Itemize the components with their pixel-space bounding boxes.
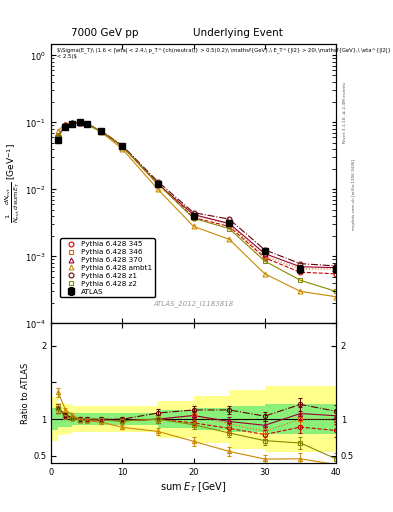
Line: Pythia 6.428 370: Pythia 6.428 370 [56,120,338,270]
Pythia 6.428 370 [56,133,61,139]
Y-axis label: $\frac{1}{N_\mathsf{evt}} \frac{d N_\mathsf{evt}}{d\,\mathsf{sum}\,E_T}\ [\maths: $\frac{1}{N_\mathsf{evt}} \frac{d N_\mat… [4,143,22,223]
Pythia 6.428 345 [70,120,75,126]
Pythia 6.428 346 [156,181,160,187]
Pythia 6.428 370 [298,264,303,270]
Pythia 6.428 z1 [77,119,82,125]
Pythia 6.428 ambt1 [99,129,103,135]
Pythia 6.428 z1 [191,209,196,216]
Pythia 6.428 345 [263,255,267,261]
Pythia 6.428 z1 [298,261,303,267]
Pythia 6.428 370 [263,250,267,257]
Text: Rivet 3.1.10, ≥ 2.4M events: Rivet 3.1.10, ≥ 2.4M events [343,82,347,143]
Line: Pythia 6.428 346: Pythia 6.428 346 [56,120,338,271]
Pythia 6.428 ambt1 [334,294,338,300]
Text: 7000 GeV pp: 7000 GeV pp [71,28,138,38]
Pythia 6.428 345 [99,128,103,134]
Pythia 6.428 345 [120,143,125,150]
Pythia 6.428 ambt1 [191,223,196,229]
Pythia 6.428 346 [298,266,303,272]
Pythia 6.428 ambt1 [84,121,89,127]
X-axis label: sum $E_T$ [GeV]: sum $E_T$ [GeV] [160,480,227,494]
Pythia 6.428 346 [120,143,125,150]
Pythia 6.428 370 [120,143,125,150]
Pythia 6.428 z2 [99,128,103,134]
Pythia 6.428 ambt1 [227,236,231,242]
Pythia 6.428 z1 [63,122,68,129]
Pythia 6.428 346 [191,211,196,218]
Pythia 6.428 346 [99,128,103,134]
Pythia 6.428 370 [70,120,75,126]
Pythia 6.428 370 [156,181,160,187]
Pythia 6.428 345 [77,120,82,126]
Pythia 6.428 z2 [227,225,231,231]
Text: ATLAS_2012_I1183818: ATLAS_2012_I1183818 [153,300,234,307]
Pythia 6.428 z1 [227,216,231,222]
Pythia 6.428 370 [191,211,196,218]
Pythia 6.428 z2 [63,123,68,129]
Pythia 6.428 346 [263,253,267,260]
Pythia 6.428 ambt1 [56,127,61,134]
Text: mcplots.cern.ch [arXiv:1306.3436]: mcplots.cern.ch [arXiv:1306.3436] [352,159,356,230]
Pythia 6.428 345 [63,123,68,129]
Pythia 6.428 z1 [56,133,61,139]
Pythia 6.428 345 [56,133,61,139]
Line: Pythia 6.428 z1: Pythia 6.428 z1 [56,120,338,268]
Pythia 6.428 370 [99,128,103,134]
Pythia 6.428 ambt1 [77,119,82,125]
Pythia 6.428 z1 [334,263,338,269]
Pythia 6.428 370 [84,121,89,127]
Text: $\Sigma(E_T)\ (1.6 < |\eta| < 2.4,\ p_T^{ch(neutral)} > 0.5(0.2)\ \mathsf{GeV},\: $\Sigma(E_T)\ (1.6 < |\eta| < 2.4,\ p_T^… [57,48,391,59]
Pythia 6.428 ambt1 [298,288,303,294]
Pythia 6.428 z2 [77,120,82,126]
Pythia 6.428 346 [56,133,61,139]
Pythia 6.428 z2 [191,215,196,221]
Pythia 6.428 345 [84,121,89,127]
Pythia 6.428 z1 [120,142,125,148]
Pythia 6.428 ambt1 [120,146,125,152]
Line: Pythia 6.428 345: Pythia 6.428 345 [56,120,338,276]
Pythia 6.428 345 [298,269,303,275]
Line: Pythia 6.428 z2: Pythia 6.428 z2 [56,120,338,294]
Pythia 6.428 z2 [120,143,125,150]
Y-axis label: Ratio to ATLAS: Ratio to ATLAS [21,363,30,424]
Pythia 6.428 ambt1 [263,271,267,277]
Pythia 6.428 ambt1 [70,119,75,125]
Pythia 6.428 z2 [156,181,160,187]
Pythia 6.428 370 [77,120,82,126]
Line: Pythia 6.428 ambt1: Pythia 6.428 ambt1 [56,120,338,299]
Pythia 6.428 345 [227,223,231,229]
Text: Underlying Event: Underlying Event [193,28,283,38]
Pythia 6.428 346 [227,221,231,227]
Pythia 6.428 345 [156,181,160,187]
Pythia 6.428 z2 [298,277,303,283]
Pythia 6.428 z2 [84,121,89,127]
Pythia 6.428 z2 [70,120,75,126]
Pythia 6.428 346 [63,123,68,129]
Pythia 6.428 z2 [56,133,61,139]
Legend: Pythia 6.428 345, Pythia 6.428 346, Pythia 6.428 370, Pythia 6.428 ambt1, Pythia: Pythia 6.428 345, Pythia 6.428 346, Pyth… [61,239,154,297]
Pythia 6.428 346 [84,121,89,127]
Pythia 6.428 z1 [84,121,89,127]
Pythia 6.428 z1 [70,120,75,126]
Pythia 6.428 ambt1 [63,120,68,126]
Pythia 6.428 345 [334,271,338,277]
Pythia 6.428 z1 [263,247,267,253]
Pythia 6.428 346 [70,120,75,126]
Pythia 6.428 z2 [334,288,338,294]
Pythia 6.428 z1 [99,127,103,134]
Pythia 6.428 345 [191,215,196,221]
Pythia 6.428 346 [77,120,82,126]
Pythia 6.428 370 [63,123,68,129]
Pythia 6.428 346 [334,266,338,272]
Pythia 6.428 ambt1 [156,186,160,193]
Pythia 6.428 z2 [263,258,267,264]
Pythia 6.428 370 [334,265,338,271]
Pythia 6.428 z1 [156,179,160,185]
Pythia 6.428 370 [227,220,231,226]
